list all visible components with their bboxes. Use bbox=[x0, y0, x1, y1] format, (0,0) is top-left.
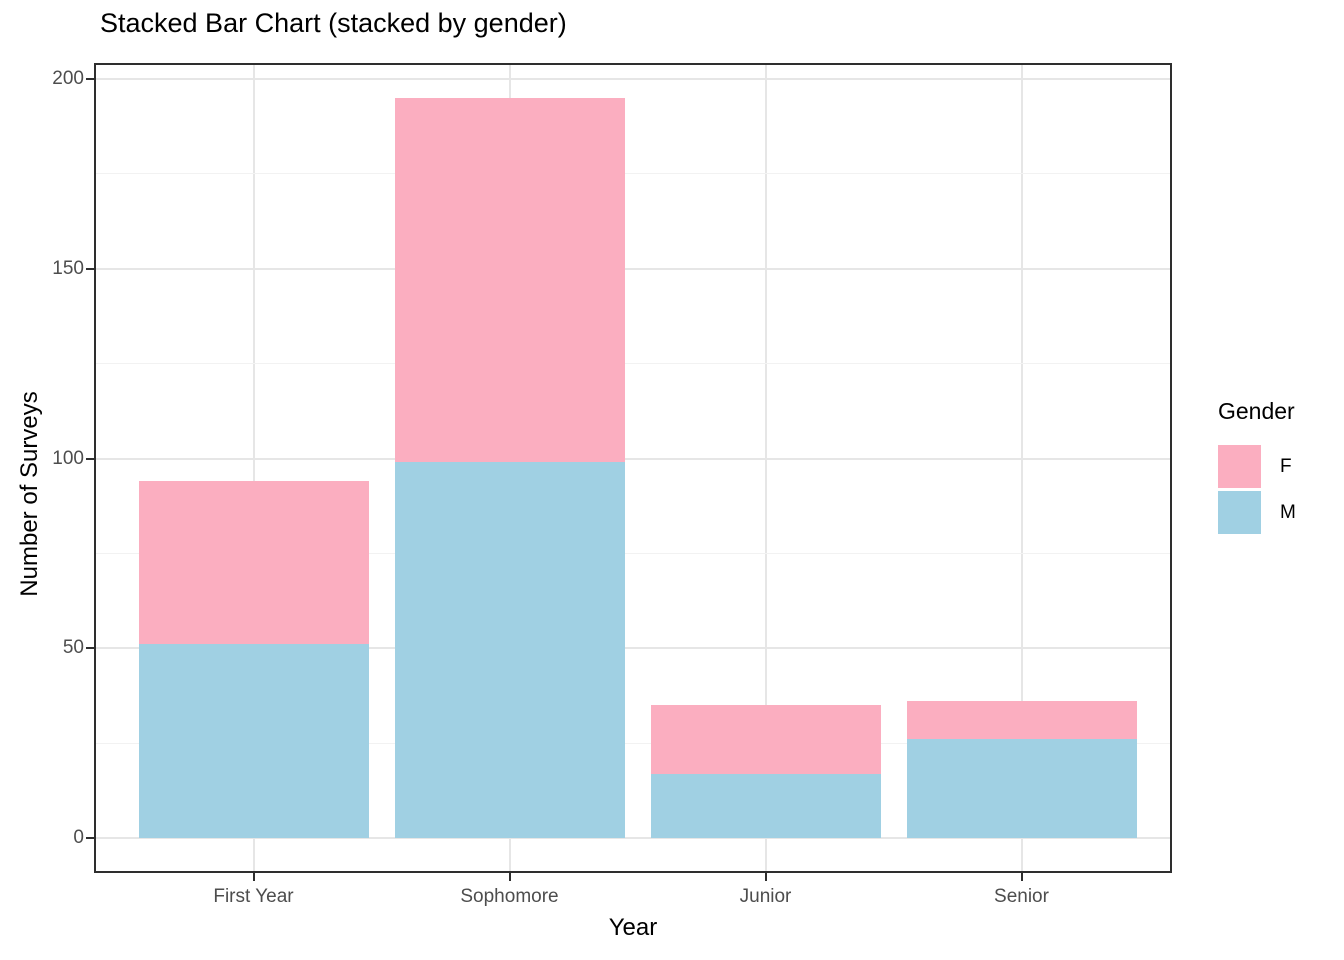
gridline-vertical-junior bbox=[764, 63, 767, 873]
gridline-minor-125 bbox=[94, 363, 1172, 365]
bar-sophomore-m bbox=[394, 462, 625, 838]
gridline-minor-175 bbox=[94, 173, 1172, 175]
x-tick-label-senior: Senior bbox=[994, 886, 1049, 907]
bar-first-year-m bbox=[138, 644, 369, 838]
gridline-vertical-first-year bbox=[252, 63, 255, 873]
gridline-major-150 bbox=[94, 267, 1172, 270]
x-tick-mark-senior bbox=[1020, 873, 1023, 881]
bar-junior-m bbox=[650, 773, 881, 838]
bar-junior-f bbox=[650, 705, 881, 774]
bar-sophomore-f bbox=[394, 97, 625, 463]
bar-first-year-f bbox=[138, 481, 369, 645]
y-axis-title: Number of Surveys bbox=[16, 391, 43, 597]
legend-label-f: F bbox=[1280, 455, 1292, 477]
bar-senior-f bbox=[906, 701, 1137, 740]
legend-key-f-swatch bbox=[1218, 445, 1261, 488]
x-tick-label-first-year: First Year bbox=[213, 886, 294, 907]
gridline-major-50 bbox=[94, 647, 1172, 650]
y-tick-mark-50 bbox=[86, 647, 94, 650]
x-tick-mark-sophomore bbox=[508, 873, 511, 881]
legend-label-m: M bbox=[1280, 501, 1296, 523]
x-tick-mark-junior bbox=[764, 873, 767, 881]
gridline-major-0 bbox=[94, 837, 1172, 839]
legend-entry-m: M bbox=[1218, 491, 1296, 534]
legend-key-m-swatch bbox=[1218, 491, 1261, 534]
y-tick-label-100: 100 bbox=[52, 447, 84, 469]
gridline-major-100 bbox=[94, 457, 1172, 460]
y-tick-mark-150 bbox=[86, 267, 94, 270]
y-tick-label-150: 150 bbox=[52, 257, 84, 279]
plot-panel bbox=[94, 63, 1172, 873]
y-tick-label-50: 50 bbox=[62, 637, 84, 659]
gridline-minor-25 bbox=[94, 742, 1172, 744]
x-tick-mark-first-year bbox=[252, 873, 255, 881]
legend-title: Gender bbox=[1218, 398, 1295, 424]
y-tick-label-200: 200 bbox=[52, 68, 84, 89]
x-tick-label-junior: Junior bbox=[739, 886, 792, 907]
y-tick-label-0: 0 bbox=[73, 827, 84, 848]
x-axis-title: Year bbox=[608, 914, 658, 941]
bar-senior-m bbox=[906, 739, 1137, 838]
gridline-minor-75 bbox=[94, 552, 1172, 554]
y-tick-mark-0 bbox=[86, 837, 94, 839]
y-tick-mark-200 bbox=[86, 78, 94, 80]
gridline-vertical-senior bbox=[1020, 63, 1023, 873]
x-tick-label-sophomore: Sophomore bbox=[460, 886, 559, 907]
legend-entry-f: F bbox=[1218, 445, 1296, 488]
gridline-major-200 bbox=[94, 78, 1172, 80]
y-tick-mark-100 bbox=[86, 457, 94, 460]
chart-title: Stacked Bar Chart (stacked by gender) bbox=[100, 8, 567, 38]
